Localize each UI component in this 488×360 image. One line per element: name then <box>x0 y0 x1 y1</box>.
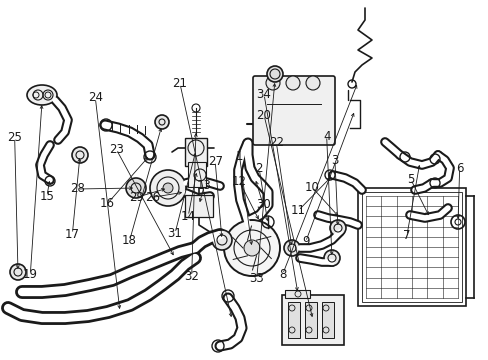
Circle shape <box>150 170 185 206</box>
Text: 22: 22 <box>268 136 283 149</box>
Bar <box>184 138 206 166</box>
Text: 14: 14 <box>181 210 195 222</box>
Text: 5: 5 <box>406 173 414 186</box>
Bar <box>305 302 316 338</box>
Circle shape <box>212 230 231 250</box>
Text: 9: 9 <box>301 235 309 248</box>
Bar <box>184 195 213 217</box>
Circle shape <box>155 115 169 129</box>
Text: 25: 25 <box>7 131 22 144</box>
Text: 19: 19 <box>23 268 38 281</box>
Circle shape <box>284 240 299 256</box>
Text: 11: 11 <box>290 204 305 217</box>
Text: 8: 8 <box>278 268 286 281</box>
Text: 26: 26 <box>145 191 160 204</box>
Circle shape <box>305 76 319 90</box>
Text: 24: 24 <box>88 91 102 104</box>
Circle shape <box>324 250 339 266</box>
Bar <box>282 295 343 345</box>
Text: 4: 4 <box>322 130 330 143</box>
Circle shape <box>224 220 280 276</box>
Text: 29: 29 <box>129 191 144 204</box>
Text: 23: 23 <box>109 143 123 156</box>
Circle shape <box>163 183 173 193</box>
Text: 13: 13 <box>197 179 211 192</box>
Text: 6: 6 <box>455 162 463 175</box>
Circle shape <box>244 240 260 256</box>
Text: 12: 12 <box>232 175 246 188</box>
Text: 1: 1 <box>235 150 243 163</box>
Bar <box>361 192 461 302</box>
Text: 21: 21 <box>172 77 187 90</box>
Bar <box>357 188 465 306</box>
FancyBboxPatch shape <box>252 76 334 145</box>
Text: 20: 20 <box>256 109 271 122</box>
Circle shape <box>329 220 346 236</box>
Text: 3: 3 <box>330 154 338 167</box>
Text: 17: 17 <box>65 228 80 240</box>
Bar <box>287 302 299 338</box>
Text: 33: 33 <box>249 273 264 285</box>
Text: 30: 30 <box>255 198 270 211</box>
Text: 7: 7 <box>402 229 410 242</box>
Bar <box>187 162 205 187</box>
Circle shape <box>285 76 299 90</box>
Bar <box>321 302 333 338</box>
Text: 15: 15 <box>40 190 54 203</box>
Text: 16: 16 <box>100 197 115 210</box>
Circle shape <box>10 264 26 280</box>
Bar <box>285 290 309 298</box>
Text: 31: 31 <box>167 227 182 240</box>
Text: 27: 27 <box>207 155 222 168</box>
Ellipse shape <box>27 85 57 105</box>
Text: 28: 28 <box>70 183 84 195</box>
Circle shape <box>72 147 88 163</box>
Text: 18: 18 <box>122 234 137 247</box>
Circle shape <box>265 76 280 90</box>
Text: 10: 10 <box>304 181 319 194</box>
Text: 32: 32 <box>184 270 199 283</box>
Text: 2: 2 <box>255 162 263 175</box>
Circle shape <box>266 66 283 82</box>
Text: 34: 34 <box>256 88 271 101</box>
Circle shape <box>126 178 146 198</box>
